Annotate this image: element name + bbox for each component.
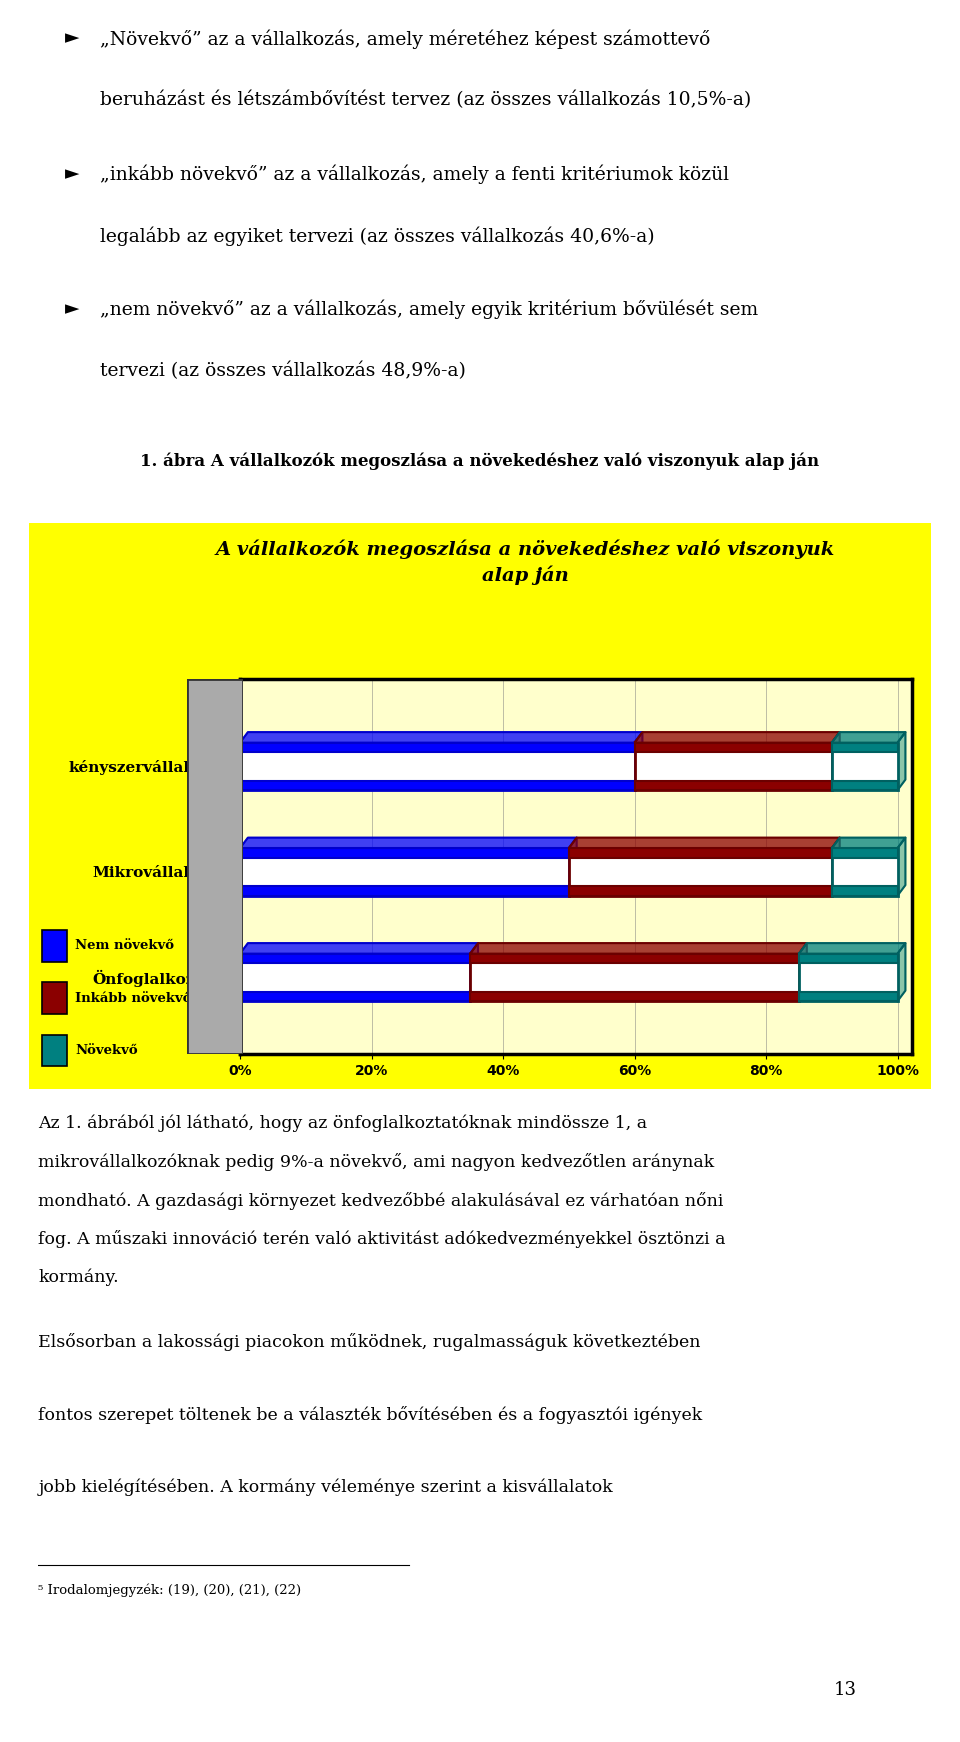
Polygon shape <box>898 838 905 895</box>
Bar <box>799 991 898 1002</box>
Text: fog. A műszaki innováció terén való aktivitást adókedvezményekkel ösztönzi a: fog. A műszaki innováció terén való akti… <box>38 1230 726 1247</box>
Polygon shape <box>470 942 478 1002</box>
Polygon shape <box>568 838 840 848</box>
Text: ⁵ Irodalomjegyzék: (19), (20), (21), (22): ⁵ Irodalomjegyzék: (19), (20), (21), (22… <box>38 1583 301 1597</box>
Bar <box>635 780 831 791</box>
Bar <box>240 991 470 1002</box>
Bar <box>831 848 898 895</box>
Bar <box>831 742 898 791</box>
Bar <box>240 887 568 895</box>
Bar <box>831 742 898 753</box>
Bar <box>240 848 568 895</box>
Bar <box>831 887 898 895</box>
Bar <box>568 848 831 857</box>
Text: tervezi (az összes vállalkozás 48,9%-a): tervezi (az összes vállalkozás 48,9%-a) <box>100 361 467 380</box>
Bar <box>568 848 831 895</box>
Polygon shape <box>831 838 840 895</box>
Text: fontos szerepet töltenek be a választék bővítésében és a fogyasztói igények: fontos szerepet töltenek be a választék … <box>38 1406 703 1423</box>
Polygon shape <box>831 838 905 848</box>
Bar <box>568 887 831 895</box>
Bar <box>42 930 67 962</box>
Text: Elsősorban a lakossági piacokon működnek, rugalmasságuk következtében: Elsősorban a lakossági piacokon működnek… <box>38 1333 701 1350</box>
Bar <box>470 991 799 1002</box>
Text: ►: ► <box>65 30 80 47</box>
Bar <box>799 953 898 1002</box>
Text: legalább az egyiket tervezi (az összes vállalkozás 40,6%-a): legalább az egyiket tervezi (az összes v… <box>100 226 655 246</box>
Polygon shape <box>898 732 905 791</box>
Bar <box>635 742 831 791</box>
Polygon shape <box>799 942 905 953</box>
Text: Nem növekvő: Nem növekvő <box>75 939 174 953</box>
Text: Növekvő: Növekvő <box>75 1043 137 1057</box>
Polygon shape <box>568 838 577 895</box>
Bar <box>470 953 799 963</box>
Text: Inkább növekvő: Inkább növekvő <box>75 991 191 1005</box>
Bar <box>42 1035 67 1066</box>
Polygon shape <box>635 732 840 742</box>
Text: „nem növekvő” az a vállalkozás, amely egyik kritérium bővülését sem: „nem növekvő” az a vállalkozás, amely eg… <box>100 300 758 319</box>
Polygon shape <box>240 732 642 742</box>
Text: A vállalkozók megoszlása a növekedéshez való viszonyuk
alap ján: A vállalkozók megoszlása a növekedéshez … <box>215 540 835 585</box>
Polygon shape <box>470 942 806 953</box>
Bar <box>240 848 568 857</box>
Text: 1. ábra A vállalkozók megoszlása a növekedéshez való viszonyuk alap ján: 1. ábra A vállalkozók megoszlása a növek… <box>140 453 820 470</box>
Bar <box>240 953 470 963</box>
Text: ►: ► <box>65 300 80 317</box>
Bar <box>240 742 635 791</box>
Text: beruházást és létszámbővítést tervez (az összes vállalkozás 10,5%-a): beruházást és létszámbővítést tervez (az… <box>100 91 752 110</box>
Text: „inkább növekvő” az a vállalkozás, amely a fenti kritériumok közül: „inkább növekvő” az a vállalkozás, amely… <box>100 165 730 185</box>
Polygon shape <box>831 732 840 791</box>
Text: mondható. A gazdasági környezet kedvezőbbé alakulásával ez várhatóan nőni: mondható. A gazdasági környezet kedvezőb… <box>38 1192 724 1209</box>
Bar <box>635 742 831 753</box>
Text: jobb kielégítésében. A kormány véleménye szerint a kisvállalatok: jobb kielégítésében. A kormány véleménye… <box>38 1479 613 1496</box>
Text: „Növekvő” az a vállalkozás, amely méretéhez képest számottevő: „Növekvő” az a vállalkozás, amely méreté… <box>100 30 710 49</box>
Polygon shape <box>831 732 905 742</box>
Text: ►: ► <box>65 165 80 183</box>
Bar <box>831 780 898 791</box>
Polygon shape <box>799 942 806 1002</box>
Bar <box>831 848 898 857</box>
Text: 13: 13 <box>833 1681 856 1698</box>
Bar <box>799 953 898 963</box>
Bar <box>240 742 635 753</box>
Bar <box>42 982 67 1014</box>
Text: Az 1. ábrából jól látható, hogy az önfoglalkoztatóknak mindössze 1, a: Az 1. ábrából jól látható, hogy az önfog… <box>38 1115 648 1132</box>
Bar <box>240 953 470 1002</box>
Bar <box>240 780 635 791</box>
Bar <box>470 953 799 1002</box>
FancyBboxPatch shape <box>15 514 945 1097</box>
Text: kormány.: kormány. <box>38 1268 119 1286</box>
Polygon shape <box>240 942 478 953</box>
Polygon shape <box>240 838 577 848</box>
Polygon shape <box>898 942 905 1002</box>
Polygon shape <box>635 732 642 791</box>
Text: mikrovállalkozóknak pedig 9%-a növekvő, ami nagyon kedvezőtlen aránynak: mikrovállalkozóknak pedig 9%-a növekvő, … <box>38 1153 714 1171</box>
